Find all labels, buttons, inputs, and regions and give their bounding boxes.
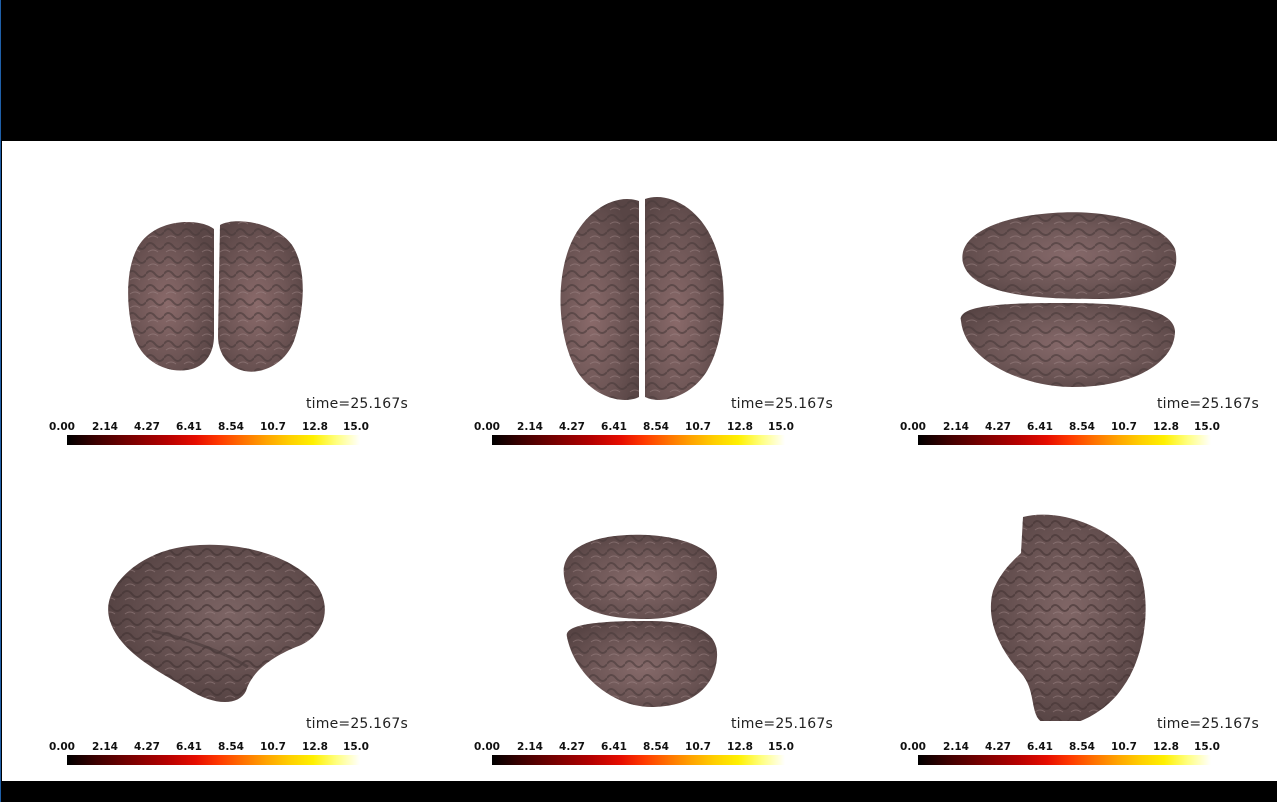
brain-surface-medial — [990, 514, 1146, 721]
colorbar-tick: 15.0 — [768, 421, 794, 433]
colorbar-tick: 2.14 — [943, 421, 969, 433]
colorbar-tick: 12.8 — [302, 741, 328, 753]
colorbar-ticks: 0.00 2.14 4.27 6.41 8.54 10.7 12.8 15.0 — [900, 421, 1221, 435]
colorbar-tick: 10.7 — [1111, 421, 1137, 433]
colorbar-tick: 6.41 — [176, 421, 202, 433]
colorbar-ticks: 0.00 2.14 4.27 6.41 8.54 10.7 12.8 15.0 — [49, 421, 370, 435]
colorbar-tick: 6.41 — [1027, 421, 1053, 433]
colorbar-tick: 4.27 — [985, 741, 1011, 753]
colorbar-tick: 8.54 — [1069, 421, 1095, 433]
colorbar-tick: 4.27 — [559, 421, 585, 433]
time-label: time=25.167s — [730, 396, 833, 412]
colorbar-tick: 2.14 — [517, 741, 543, 753]
colorbar-gradient — [492, 435, 785, 445]
colorbar-tick: 0.00 — [900, 741, 926, 753]
view-panel-lateral[interactable]: time=25.167s 0.00 2.14 4.27 6.41 8.54 10… — [2, 461, 427, 781]
colorbar-tick: 0.00 — [49, 741, 75, 753]
bottom-black-region — [1, 781, 1277, 802]
colorbar-tick: 2.14 — [943, 741, 969, 753]
colorbar-gradient — [918, 435, 1211, 445]
brain-render-canvas[interactable]: time=25.167s 0.00 2.14 4.27 6.41 8.54 10… — [2, 141, 1277, 781]
colorbar-tick: 10.7 — [685, 421, 711, 433]
brain-surface-dorsal — [560, 196, 724, 400]
colorbar-tick: 0.00 — [474, 741, 500, 753]
colorbar-tick: 4.27 — [134, 741, 160, 753]
colorbar-tick: 2.14 — [517, 421, 543, 433]
colorbar-gradient — [918, 755, 1211, 765]
brain-surface-caudal — [563, 534, 718, 707]
colorbar-tick: 15.0 — [343, 421, 369, 433]
colorbar-tick: 12.8 — [1153, 421, 1179, 433]
colorbar-tick: 12.8 — [727, 741, 753, 753]
colorbar-ticks: 0.00 2.14 4.27 6.41 8.54 10.7 12.8 15.0 — [474, 421, 795, 435]
view-panel-dorsal[interactable]: time=25.167s 0.00 2.14 4.27 6.41 8.54 10… — [427, 141, 852, 461]
time-label: time=25.167s — [1156, 716, 1259, 732]
time-label: time=25.167s — [305, 716, 408, 732]
colorbar-tick: 0.00 — [49, 421, 75, 433]
colorbar: 0.00 2.14 4.27 6.41 8.54 10.7 12.8 15.0 — [900, 741, 1221, 771]
colorbar: 0.00 2.14 4.27 6.41 8.54 10.7 12.8 15.0 — [49, 421, 370, 451]
colorbar-tick: 15.0 — [1194, 421, 1220, 433]
colorbar: 0.00 2.14 4.27 6.41 8.54 10.7 12.8 15.0 — [49, 741, 370, 771]
colorbar-gradient — [67, 755, 360, 765]
colorbar-tick: 2.14 — [92, 741, 118, 753]
view-panel-ventral[interactable]: time=25.167s 0.00 2.14 4.27 6.41 8.54 10… — [853, 141, 1277, 461]
colorbar-tick: 12.8 — [727, 421, 753, 433]
colorbar-tick: 15.0 — [343, 741, 369, 753]
colorbar-tick: 8.54 — [218, 741, 244, 753]
colorbar-tick: 15.0 — [768, 741, 794, 753]
view-panel-frontal[interactable]: time=25.167s 0.00 2.14 4.27 6.41 8.54 10… — [2, 141, 427, 461]
colorbar-tick: 6.41 — [176, 741, 202, 753]
colorbar-tick: 10.7 — [260, 421, 286, 433]
colorbar-tick: 4.27 — [559, 741, 585, 753]
brain-surface-ventral — [960, 212, 1177, 387]
colorbar-tick: 12.8 — [1153, 741, 1179, 753]
colorbar-tick: 8.54 — [643, 421, 669, 433]
colorbar-tick: 0.00 — [474, 421, 500, 433]
colorbar-tick: 0.00 — [900, 421, 926, 433]
colorbar-tick: 4.27 — [985, 421, 1011, 433]
colorbar-tick: 6.41 — [601, 741, 627, 753]
view-panel-caudal[interactable]: time=25.167s 0.00 2.14 4.27 6.41 8.54 10… — [427, 461, 852, 781]
colorbar: 0.00 2.14 4.27 6.41 8.54 10.7 12.8 15.0 — [474, 741, 795, 771]
colorbar-ticks: 0.00 2.14 4.27 6.41 8.54 10.7 12.8 15.0 — [474, 741, 795, 755]
colorbar-tick: 8.54 — [1069, 741, 1095, 753]
colorbar-tick: 6.41 — [601, 421, 627, 433]
colorbar: 0.00 2.14 4.27 6.41 8.54 10.7 12.8 15.0 — [474, 421, 795, 451]
colorbar-gradient — [67, 435, 360, 445]
colorbar-tick: 8.54 — [643, 741, 669, 753]
view-panel-medial[interactable]: time=25.167s 0.00 2.14 4.27 6.41 8.54 10… — [853, 461, 1277, 781]
colorbar-tick: 10.7 — [1111, 741, 1137, 753]
top-black-region — [1, 0, 1277, 141]
colorbar-ticks: 0.00 2.14 4.27 6.41 8.54 10.7 12.8 15.0 — [49, 741, 370, 755]
time-label: time=25.167s — [305, 396, 408, 412]
colorbar: 0.00 2.14 4.27 6.41 8.54 10.7 12.8 15.0 — [900, 421, 1221, 451]
time-label: time=25.167s — [1156, 396, 1259, 412]
time-label: time=25.167s — [730, 716, 833, 732]
colorbar-gradient — [492, 755, 785, 765]
brain-surface-frontal — [128, 221, 303, 372]
colorbar-tick: 15.0 — [1194, 741, 1220, 753]
brain-surface-lateral — [108, 544, 325, 703]
colorbar-tick: 8.54 — [218, 421, 244, 433]
colorbar-tick: 2.14 — [92, 421, 118, 433]
colorbar-tick: 6.41 — [1027, 741, 1053, 753]
colorbar-tick: 10.7 — [260, 741, 286, 753]
colorbar-tick: 12.8 — [302, 421, 328, 433]
colorbar-tick: 4.27 — [134, 421, 160, 433]
colorbar-tick: 10.7 — [685, 741, 711, 753]
colorbar-ticks: 0.00 2.14 4.27 6.41 8.54 10.7 12.8 15.0 — [900, 741, 1221, 755]
